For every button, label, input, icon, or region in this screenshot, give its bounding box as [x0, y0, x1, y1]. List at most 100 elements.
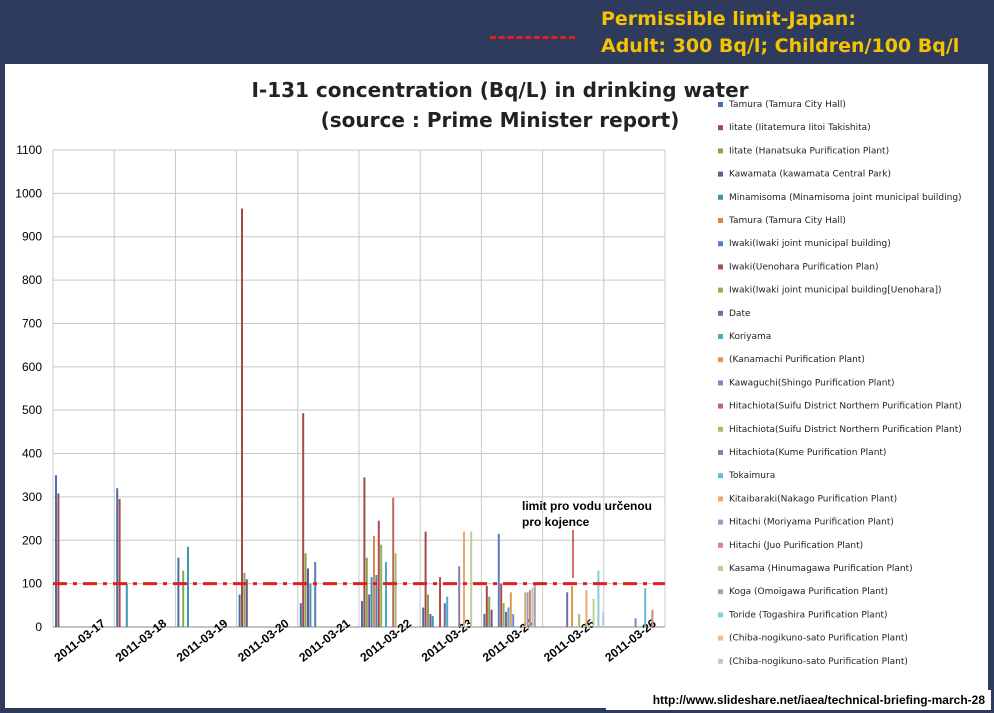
legend-entry: Iwaki(Iwaki joint municipal building[Uen…	[729, 286, 942, 296]
y-tick-label: 300	[22, 490, 42, 504]
bar	[422, 607, 425, 627]
bar	[424, 531, 427, 627]
legend-entry: (Kanamachi Purification Plant)	[729, 355, 865, 365]
legend-swatch	[718, 496, 723, 502]
bar	[446, 596, 449, 627]
legend-entry: Iwaki(Uenohara Purification Plan)	[729, 262, 878, 272]
bars	[55, 208, 654, 628]
legend-entry: Toride (Togashira Purification Plant)	[728, 610, 888, 620]
legend-swatch	[718, 218, 723, 223]
legend-entry: Tokaimura	[728, 471, 775, 481]
legend-entry: Kitaibaraki(Nakago Purification Plant)	[729, 494, 897, 504]
bar	[439, 577, 441, 627]
x-tick-label: 2011-03-17	[52, 616, 109, 665]
bar	[116, 488, 119, 627]
legend-entry: Hitachiota(Suifu District Northern Purif…	[729, 402, 962, 412]
x-tick-label: 2011-03-18	[113, 616, 170, 665]
bar	[458, 566, 461, 627]
annotation-line-1: limit pro vodu určenou	[522, 499, 653, 513]
bar	[602, 611, 605, 627]
legend-swatch	[718, 287, 723, 293]
legend-entry: Koga (Omoigawa Purification Plant)	[729, 587, 888, 597]
legend: Tamura (Tamura City Hall) Iitate (Iitatem…	[718, 100, 962, 667]
y-tick-label: 800	[22, 273, 42, 287]
bar	[529, 590, 531, 627]
y-tick-label: 200	[22, 533, 42, 547]
bar	[509, 592, 512, 627]
bar	[505, 611, 507, 627]
legend-swatch	[718, 102, 723, 107]
limit-line-sample	[490, 36, 575, 39]
legend-swatch	[718, 148, 723, 154]
bar	[309, 583, 312, 627]
bar	[182, 570, 185, 627]
bar	[375, 574, 378, 627]
bar	[392, 497, 395, 627]
limit-values: Adult: 300 Bq/l; Children/100 Bq/l	[601, 35, 960, 57]
bar	[502, 603, 505, 627]
bar	[533, 583, 536, 627]
bar	[470, 531, 473, 627]
bar	[365, 557, 368, 627]
legend-entry: (Chiba-nogikuno-sato Purification Plant)	[729, 657, 908, 667]
y-tick-label: 500	[22, 403, 42, 417]
legend-swatch	[718, 566, 723, 571]
bar	[302, 413, 305, 627]
bar	[363, 477, 366, 627]
annotation-pointer	[572, 530, 574, 578]
y-tick-label: 600	[22, 360, 42, 374]
legend-entry: Minamisoma (Minamisoma joint municipal b…	[729, 193, 962, 203]
y-tick-label: 400	[22, 447, 42, 461]
legend-swatch	[718, 473, 723, 479]
legend-swatch	[718, 241, 723, 247]
bar	[57, 493, 60, 627]
legend-swatch	[718, 542, 723, 548]
bar	[485, 585, 488, 627]
bar	[566, 592, 569, 627]
y-tick-label: 0	[35, 620, 42, 634]
bar	[370, 577, 373, 627]
bar	[314, 561, 317, 627]
infant-limit-annotation: limit pro vodu určenou pro kojence	[522, 498, 652, 530]
slide-banner: Permissible limit-Japan: Adult: 300 Bq/l…	[0, 0, 994, 62]
bar	[512, 613, 515, 627]
legend-entry: Hitachiota(Kume Purification Plant)	[729, 448, 886, 458]
bar	[644, 587, 647, 627]
y-tick-label: 1100	[16, 143, 42, 157]
bar	[243, 572, 246, 627]
bar	[483, 613, 486, 627]
legend-entry: (Chiba-nogikuno-sato Purification Plant)	[729, 634, 908, 644]
bar	[526, 592, 529, 627]
legend-swatch	[718, 589, 723, 595]
permissible-limit-note: Permissible limit-Japan: Adult: 300 Bq/l…	[601, 6, 959, 60]
bar	[187, 546, 189, 627]
legend-entry: Hitachiota(Suifu District Northern Purif…	[729, 425, 962, 435]
bar	[368, 594, 371, 627]
legend-entry: Hitachi (Juo Purification Plant)	[729, 541, 863, 551]
legend-entry: Date	[729, 309, 751, 319]
bar	[427, 594, 429, 627]
legend-entry: Kasama (Hinumagawa Purification Plant)	[729, 564, 913, 574]
bar	[443, 603, 446, 627]
source-url: http://www.slideshare.net/iaea/technical…	[606, 690, 991, 710]
bar	[377, 520, 380, 627]
bar	[578, 613, 581, 627]
bar	[597, 570, 600, 627]
legend-swatch	[718, 519, 723, 525]
bar	[634, 618, 637, 627]
y-tick-label: 1000	[15, 186, 42, 200]
y-tick-label: 700	[22, 316, 42, 330]
chart-title-group: I-131 concentration (Bq/L) in drinking w…	[251, 78, 748, 132]
legend-swatch	[718, 635, 723, 641]
legend-swatch	[718, 125, 723, 131]
limit-title: Permissible limit-Japan:	[601, 8, 856, 30]
legend-swatch	[718, 310, 723, 316]
bar	[118, 499, 121, 627]
y-axis-ticks: 0 100 200 300 400 500 600 700 800 900 1000 1100	[15, 143, 42, 634]
legend-swatch	[718, 658, 723, 664]
x-tick-label: 2011-03-26	[602, 616, 659, 665]
bar	[373, 535, 375, 627]
bar	[238, 594, 241, 627]
chart-panel: I-131 concentration (Bq/L) in drinking w…	[5, 64, 988, 708]
bar	[241, 208, 243, 628]
